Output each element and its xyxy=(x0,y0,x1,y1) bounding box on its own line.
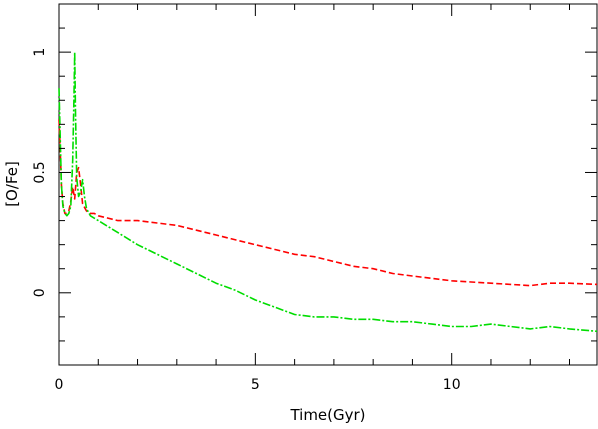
ticks-layer: 0 5 10 0 0.5 1 xyxy=(32,3,597,393)
series-layer xyxy=(58,51,598,333)
y-tick-label: 0.5 xyxy=(32,161,48,183)
x-tick-label: 10 xyxy=(443,377,461,393)
series-line-2 xyxy=(58,51,598,333)
y-tick-label: 1 xyxy=(32,48,48,57)
series-line-1 xyxy=(58,119,598,287)
x-tick-label: 0 xyxy=(55,377,64,393)
x-tick-label: 5 xyxy=(251,377,260,393)
y-tick-label: 0 xyxy=(32,288,48,297)
y-axis-title: [O/Fe] xyxy=(3,161,21,207)
plot-frame xyxy=(58,3,598,366)
x-axis-title: Time(Gyr) xyxy=(289,406,365,424)
